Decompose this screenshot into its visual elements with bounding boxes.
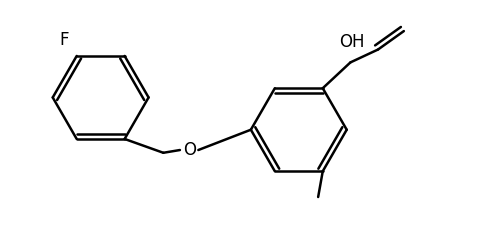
Text: O: O	[183, 141, 196, 159]
Text: OH: OH	[339, 33, 365, 51]
Text: F: F	[60, 31, 69, 49]
